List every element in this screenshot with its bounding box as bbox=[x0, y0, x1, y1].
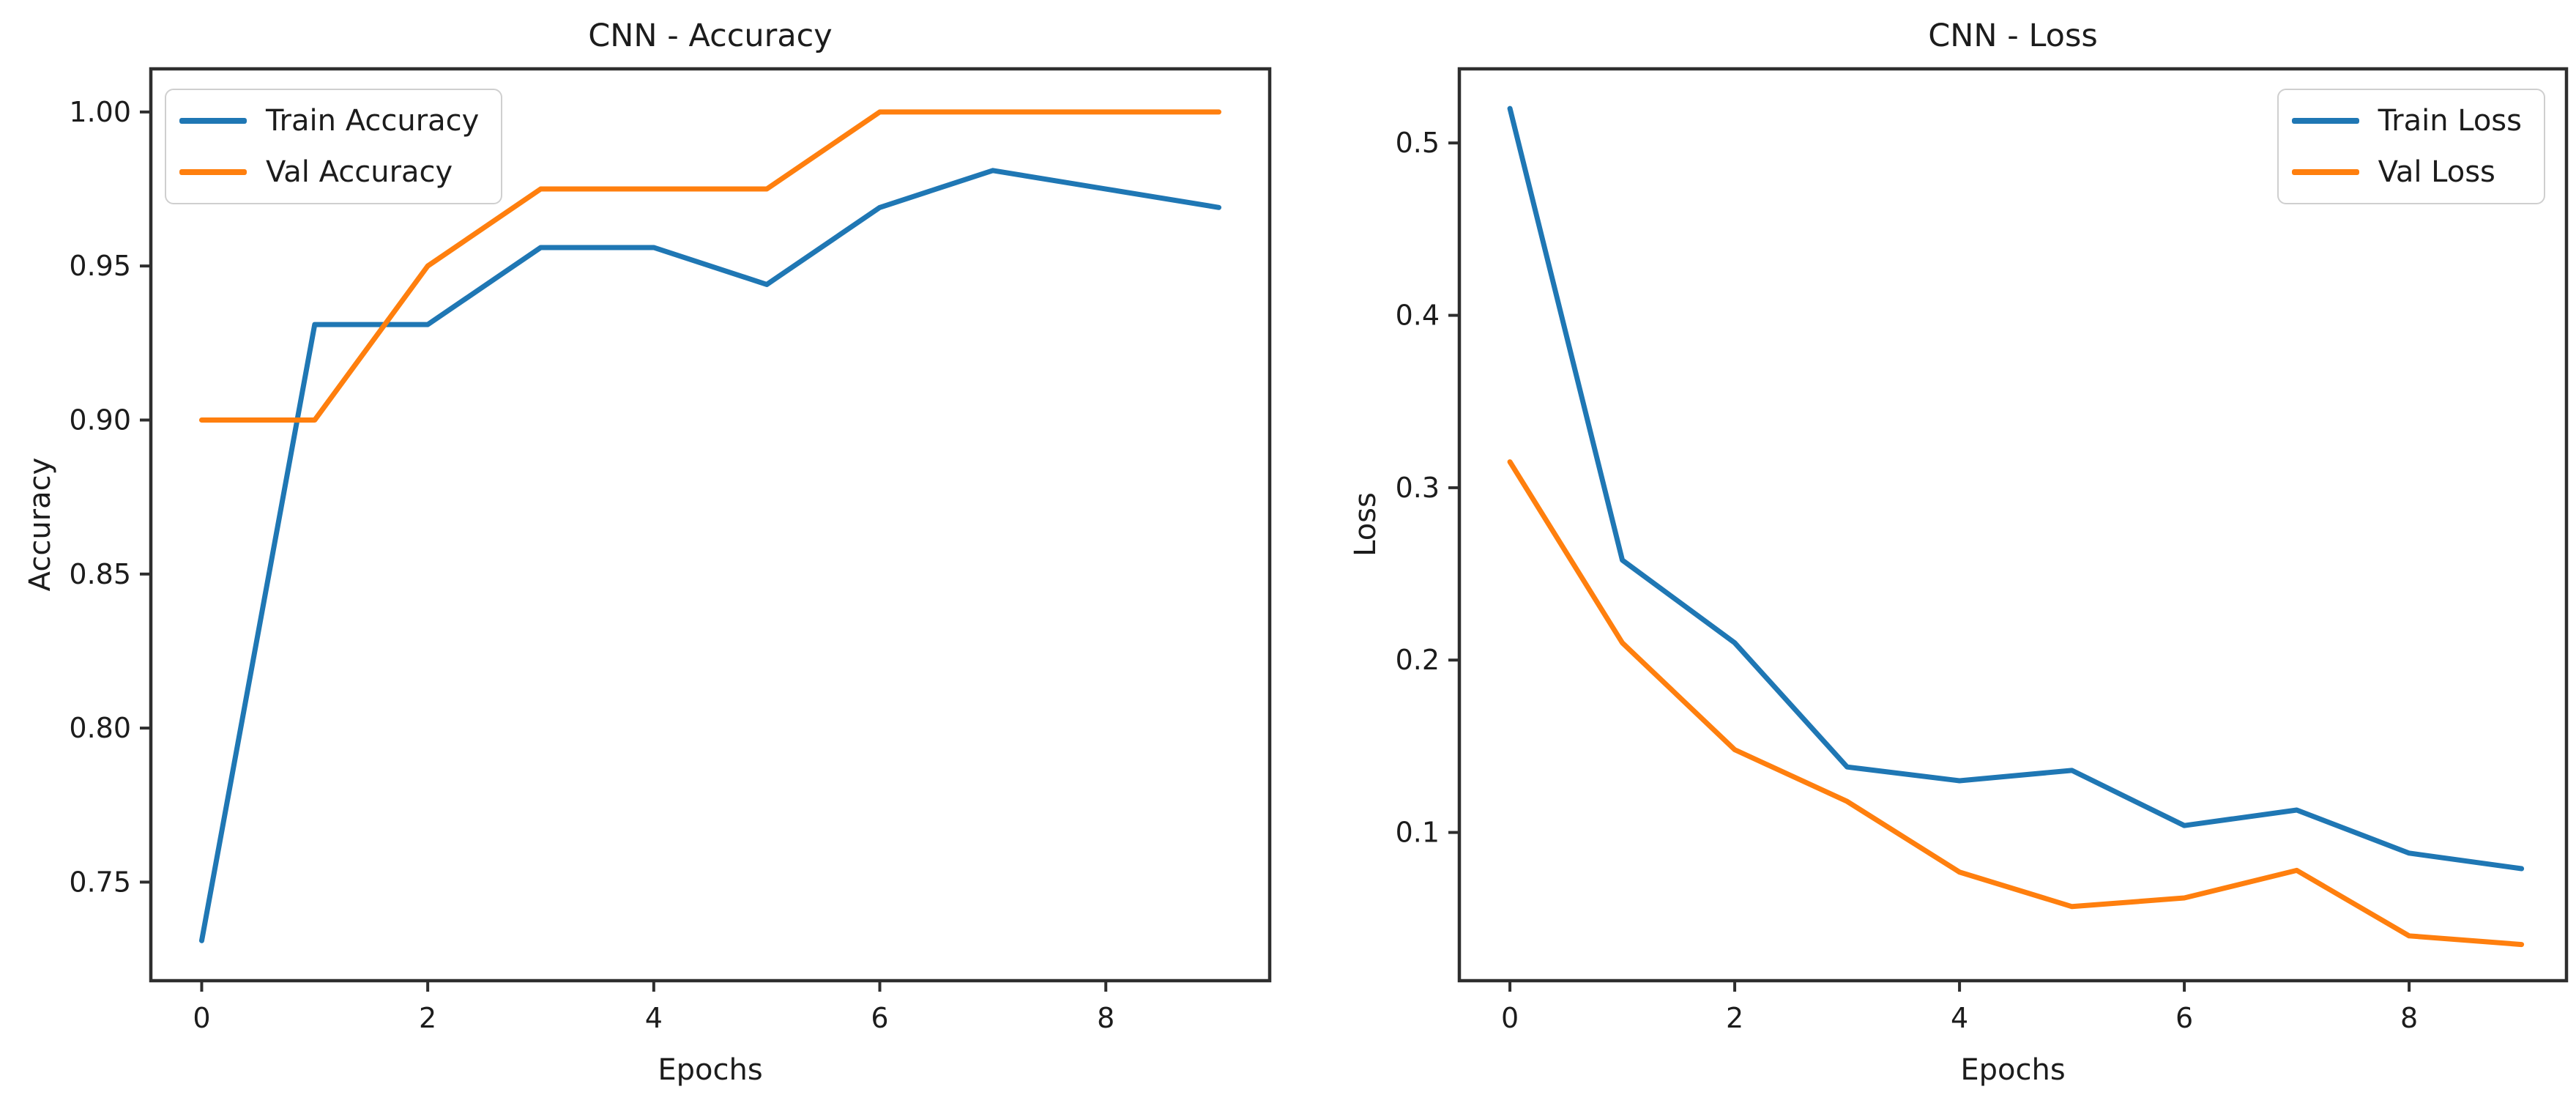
val-accuracy-line-sample bbox=[179, 169, 247, 175]
y-tick-label: 0.4 bbox=[1396, 300, 1440, 332]
chart-loss: 0 2 4 6 8 0.1 0.2 0.3 0.4 0.5 CNN - Loss Loss Epo… bbox=[1288, 0, 2576, 1103]
legend-entry-train-accuracy: Train Accuracy bbox=[179, 105, 479, 137]
accuracy-x-axis-label: Epochs bbox=[658, 1053, 763, 1087]
x-tick-label: 2 bbox=[419, 1002, 436, 1034]
y-tick-label: 0.2 bbox=[1396, 644, 1440, 676]
val-loss-line bbox=[1507, 459, 2525, 948]
x-tick-label: 8 bbox=[2400, 1002, 2418, 1034]
accuracy-chart-title: CNN - Accuracy bbox=[588, 18, 833, 54]
legend-entry-val-loss: Val Loss bbox=[2291, 155, 2522, 189]
y-tick-label: 1.00 bbox=[69, 96, 131, 128]
chart-accuracy: 0 2 4 6 8 0.75 0.80 0.85 0.90 0.95 1.00 CNN - Accu… bbox=[23, 18, 1272, 1087]
accuracy-legend: Train Accuracy Val Accuracy bbox=[165, 89, 503, 204]
x-tick-label: 6 bbox=[2175, 1002, 2193, 1034]
y-tick-label: 0.90 bbox=[69, 404, 131, 436]
x-tick-label: 8 bbox=[1097, 1002, 1114, 1034]
legend-label: Val Accuracy bbox=[266, 155, 453, 189]
x-tick-label: 2 bbox=[1726, 1002, 1743, 1034]
train-loss-line-sample bbox=[2291, 118, 2359, 124]
loss-x-axis-label: Epochs bbox=[1960, 1053, 2066, 1087]
x-tick-label: 4 bbox=[645, 1002, 663, 1034]
accuracy-y-axis-label: Accuracy bbox=[23, 457, 57, 592]
legend-label: Train Loss bbox=[2378, 104, 2522, 138]
loss-y-axis-label: Loss bbox=[1349, 492, 1382, 557]
plot-border bbox=[1457, 67, 2569, 983]
accuracy-plot-area: 0 2 4 6 8 0.75 0.80 0.85 0.90 0.95 1.00 bbox=[69, 67, 1272, 1034]
y-tick-label: 0.5 bbox=[1396, 127, 1440, 159]
loss-legend: Train Loss Val Loss bbox=[2277, 89, 2545, 204]
x-tick-label: 6 bbox=[871, 1002, 888, 1034]
y-tick-label: 0.80 bbox=[69, 712, 131, 744]
train-accuracy-line-sample bbox=[179, 118, 247, 124]
x-tick-label: 0 bbox=[1501, 1002, 1519, 1034]
y-tick-label: 0.3 bbox=[1396, 472, 1440, 504]
loss-plot-area: 0 2 4 6 8 0.1 0.2 0.3 0.4 0.5 bbox=[1396, 67, 2569, 1034]
val-accuracy-line bbox=[198, 109, 1222, 423]
plot-border bbox=[149, 67, 1272, 983]
val-loss-line-sample bbox=[2291, 169, 2359, 175]
train-accuracy-line bbox=[198, 168, 1222, 943]
y-tick-label: 0.95 bbox=[69, 250, 131, 282]
loss-chart-title: CNN - Loss bbox=[1928, 18, 2098, 54]
y-tick-label: 0.75 bbox=[69, 866, 131, 898]
legend-label: Val Loss bbox=[2378, 155, 2495, 189]
legend-label: Train Accuracy bbox=[266, 104, 480, 138]
legend-entry-val-accuracy: Val Accuracy bbox=[179, 156, 479, 188]
x-tick-label: 4 bbox=[1951, 1002, 1968, 1034]
legend-entry-train-loss: Train Loss bbox=[2291, 104, 2522, 138]
x-tick-label: 0 bbox=[193, 1002, 210, 1034]
y-tick-label: 0.1 bbox=[1396, 817, 1440, 849]
train-loss-line bbox=[1507, 105, 2525, 872]
y-tick-label: 0.85 bbox=[69, 558, 131, 590]
